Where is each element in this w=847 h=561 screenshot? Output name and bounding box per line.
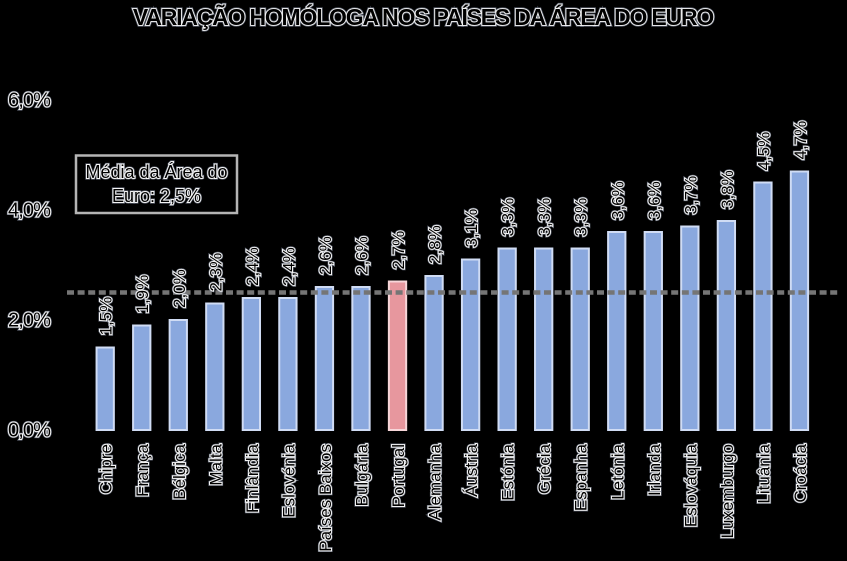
svg-text:3,3%: 3,3% [572,198,591,237]
svg-text:2,4%: 2,4% [279,247,298,286]
svg-text:Bélgica: Bélgica [170,443,189,499]
svg-text:Estónia: Estónia [499,443,518,500]
svg-text:6,0%: 6,0% [8,90,51,112]
svg-text:Eslováquia: Eslováquia [681,443,700,527]
svg-text:2,0%: 2,0% [8,310,51,332]
svg-text:Portugal: Portugal [389,444,408,507]
svg-text:Irlanda: Irlanda [645,443,664,496]
svg-text:França: França [133,443,152,496]
svg-text:3,7%: 3,7% [681,176,700,215]
svg-text:0,0%: 0,0% [8,420,51,442]
svg-text:Luxemburgo: Luxemburgo [718,444,737,539]
svg-text:Portugal: Portugal [389,444,408,507]
svg-text:Eslovénia: Eslovénia [279,443,298,517]
svg-text:2,4%: 2,4% [243,247,262,286]
svg-text:Chipre: Chipre [97,444,116,494]
svg-text:3,3%: 3,3% [535,198,554,237]
svg-text:6,0%: 6,0% [8,90,51,112]
svg-text:4,5%: 4,5% [754,132,773,171]
svg-text:1,9%: 1,9% [133,275,152,314]
svg-text:1,9%: 1,9% [133,275,152,314]
svg-text:2,4%: 2,4% [243,247,262,286]
svg-text:Alemanha: Alemanha [426,443,445,520]
svg-text:Média da Área do: Média da Área do [85,162,227,182]
svg-text:Irlanda: Irlanda [645,443,664,496]
svg-text:2,8%: 2,8% [426,225,445,264]
svg-text:Eslovénia: Eslovénia [279,443,298,517]
svg-text:2,3%: 2,3% [206,253,225,292]
svg-text:VARIAÇÃO HOMÓLOGA NOS PAÍSES D: VARIAÇÃO HOMÓLOGA NOS PAÍSES DA ÁREA DO … [133,3,713,30]
svg-text:3,3%: 3,3% [499,198,518,237]
svg-text:Áustria: Áustria [462,443,481,496]
svg-text:Bulgária: Bulgária [353,443,372,506]
svg-text:2,0%: 2,0% [8,310,51,332]
svg-text:Finlândia: Finlândia [243,443,262,513]
svg-text:Média da Área do: Média da Área do [85,162,227,182]
svg-text:Lituânia: Lituânia [754,443,773,503]
svg-text:Croácia: Croácia [791,443,810,502]
svg-text:Luxemburgo: Luxemburgo [718,444,737,539]
svg-text:4,0%: 4,0% [8,200,51,222]
svg-text:Espanha: Espanha [572,443,591,511]
svg-text:2,0%: 2,0% [170,269,189,308]
svg-text:2,7%: 2,7% [389,231,408,270]
svg-text:3,3%: 3,3% [499,198,518,237]
svg-text:Alemanha: Alemanha [426,443,445,520]
svg-text:VARIAÇÃO HOMÓLOGA NOS PAÍSES D: VARIAÇÃO HOMÓLOGA NOS PAÍSES DA ÁREA DO … [133,3,713,30]
svg-text:Letónia: Letónia [608,443,627,499]
svg-text:3,6%: 3,6% [608,181,627,220]
svg-text:Croácia: Croácia [791,443,810,502]
svg-text:2,4%: 2,4% [279,247,298,286]
svg-text:3,6%: 3,6% [645,181,664,220]
svg-text:Espanha: Espanha [572,443,591,511]
svg-text:3,1%: 3,1% [462,209,481,248]
svg-text:Letónia: Letónia [608,443,627,499]
svg-text:4,0%: 4,0% [8,200,51,222]
svg-text:Bulgária: Bulgária [353,443,372,506]
svg-text:Lituânia: Lituânia [754,443,773,503]
svg-text:Chipre: Chipre [97,444,116,494]
svg-text:3,6%: 3,6% [608,181,627,220]
svg-text:Países Baixos: Países Baixos [316,444,335,552]
svg-text:3,1%: 3,1% [462,209,481,248]
svg-text:3,8%: 3,8% [718,170,737,209]
svg-text:3,7%: 3,7% [681,176,700,215]
svg-text:Eslováquia: Eslováquia [681,443,700,527]
svg-text:1,5%: 1,5% [97,297,116,336]
svg-text:3,3%: 3,3% [572,198,591,237]
svg-text:0,0%: 0,0% [8,420,51,442]
svg-text:Bélgica: Bélgica [170,443,189,499]
svg-text:Malta: Malta [206,443,225,485]
svg-text:4,7%: 4,7% [791,121,810,160]
svg-text:França: França [133,443,152,496]
svg-text:Grécia: Grécia [535,443,554,494]
svg-text:2,0%: 2,0% [170,269,189,308]
svg-text:3,8%: 3,8% [718,170,737,209]
svg-text:Áustria: Áustria [462,443,481,496]
svg-text:Malta: Malta [206,443,225,485]
svg-text:2,8%: 2,8% [426,225,445,264]
svg-text:4,5%: 4,5% [754,132,773,171]
svg-text:2,3%: 2,3% [206,253,225,292]
svg-text:Países Baixos: Países Baixos [316,444,335,552]
svg-text:4,7%: 4,7% [791,121,810,160]
svg-text:Finlândia: Finlândia [243,443,262,513]
svg-text:3,3%: 3,3% [535,198,554,237]
svg-text:2,6%: 2,6% [353,236,372,275]
svg-text:1,5%: 1,5% [97,297,116,336]
svg-text:3,6%: 3,6% [645,181,664,220]
svg-text:2,7%: 2,7% [389,231,408,270]
svg-text:Euro: 2,5%: Euro: 2,5% [112,186,201,206]
svg-text:Grécia: Grécia [535,443,554,494]
svg-text:2,6%: 2,6% [316,236,335,275]
svg-text:Estónia: Estónia [499,443,518,500]
svg-text:2,6%: 2,6% [353,236,372,275]
svg-text:2,6%: 2,6% [316,236,335,275]
svg-text:Euro: 2,5%: Euro: 2,5% [112,186,201,206]
